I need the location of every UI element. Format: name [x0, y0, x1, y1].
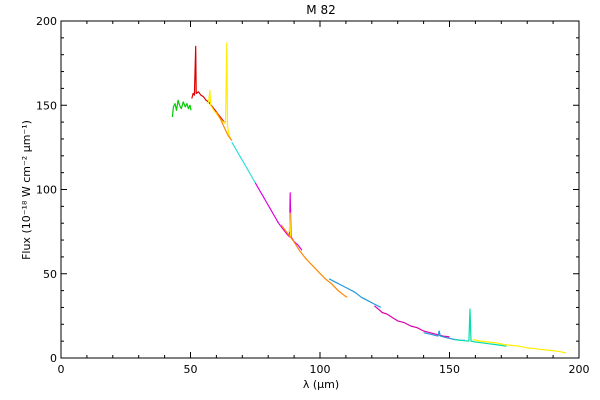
x-tick-label: 50: [184, 363, 198, 376]
y-tick-label: 200: [36, 15, 57, 28]
series-line-7: [288, 212, 292, 237]
series-line-8: [280, 224, 348, 298]
y-tick-label: 100: [36, 184, 57, 197]
y-tick-label: 150: [36, 99, 57, 112]
series-line-6: [254, 182, 303, 251]
x-tick-label: 100: [310, 363, 331, 376]
chart-title: M 82: [306, 3, 335, 17]
series-line-13: [472, 338, 567, 354]
x-tick-label: 150: [439, 363, 460, 376]
series-line-12: [454, 308, 507, 347]
axes-layer: 0 50 100 150 200 0 50 100 150 200: [36, 15, 590, 376]
y-tick-label: 0: [50, 352, 57, 365]
x-tick-label: 200: [569, 363, 590, 376]
series-line-5: [231, 142, 256, 184]
series-line-4: [215, 111, 233, 141]
series-line-2: [191, 45, 225, 123]
x-axis-title: λ (μm): [303, 378, 339, 391]
series-line-3: [206, 42, 232, 140]
series-line-9: [328, 278, 382, 308]
y-axis-title: Flux (10⁻¹⁸ W cm⁻² μm⁻¹): [20, 120, 33, 260]
plot-area: [60, 20, 580, 359]
series-layer: [171, 42, 567, 354]
series-line-1: [171, 99, 192, 118]
y-tick-label: 50: [43, 268, 57, 281]
x-tick-label: 0: [58, 363, 65, 376]
series-line-10: [374, 305, 450, 338]
